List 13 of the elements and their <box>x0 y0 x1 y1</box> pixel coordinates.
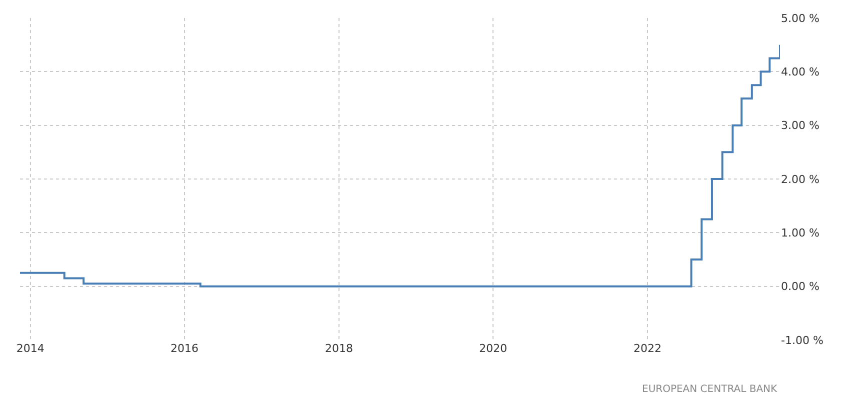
y-tick-label: 2.00 % <box>781 172 820 186</box>
y-tick-label: -1.00 % <box>781 334 824 347</box>
y-tick-label: 0.00 % <box>781 280 820 294</box>
x-tick-label: 2014 <box>16 342 44 355</box>
text: EUROPEAN CENTRAL BANK <box>642 384 778 395</box>
x-tick-label: 2022 <box>634 342 662 355</box>
x-tick-label: 2018 <box>324 342 353 355</box>
y-tick-label: 5.00 % <box>781 12 820 25</box>
y-tick-label: 3.00 % <box>781 119 820 132</box>
y-tick-label: 1.00 % <box>781 226 820 240</box>
x-tick-label: 2016 <box>170 342 199 355</box>
x-tick-label: 2020 <box>479 342 508 355</box>
y-tick-label: 4.00 % <box>781 66 820 79</box>
